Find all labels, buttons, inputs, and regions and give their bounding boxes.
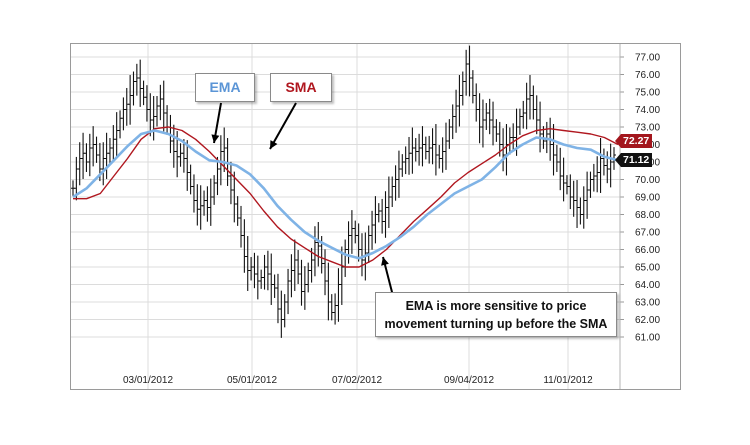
sma-line [73, 126, 619, 268]
y-tick-label: 64.00 [635, 280, 660, 291]
ema-line [72, 129, 619, 260]
y-tick-label: 70.00 [635, 175, 660, 186]
x-tick-label: 11/01/2012 [543, 375, 593, 386]
y-tick-label: 65.00 [635, 263, 660, 274]
y-tick-label: 74.00 [635, 105, 660, 116]
y-tick-label: 66.00 [635, 245, 660, 256]
ema-callout-label: EMA [195, 73, 255, 102]
y-tick-label: 73.00 [635, 123, 660, 134]
y-tick-label: 76.00 [635, 70, 660, 81]
y-tick-label: 68.00 [635, 210, 660, 221]
x-tick-label: 05/01/2012 [227, 375, 277, 386]
y-tick-label: 62.00 [635, 315, 660, 326]
sma-last-value-tag: 72.27 [614, 134, 653, 148]
x-tick-label: 03/01/2012 [123, 375, 173, 386]
sma-callout-arrow [269, 102, 297, 150]
annotation-line-1: EMA is more sensitive to price [405, 299, 587, 313]
ema-callout-arrow-head [211, 134, 220, 143]
annotation-note: EMA is more sensitive to price movement … [375, 292, 617, 337]
y-tick-label: 67.00 [635, 228, 660, 239]
annotation-arrow-head [381, 257, 389, 266]
ema-last-value-tag: 71.12 [614, 153, 653, 167]
sma-callout-arrow-head [270, 140, 278, 149]
y-tick-label: 77.00 [635, 53, 660, 64]
sma-callout-label: SMA [270, 73, 332, 102]
x-tick-label: 07/02/2012 [332, 375, 382, 386]
y-tick-label: 75.00 [635, 88, 660, 99]
y-tick-label: 63.00 [635, 298, 660, 309]
y-tick-label: 69.00 [635, 193, 660, 204]
annotation-line-2: movement turning up before the SMA [384, 317, 608, 331]
y-tick-label: 61.00 [635, 333, 660, 344]
x-tick-label: 09/04/2012 [444, 375, 494, 386]
